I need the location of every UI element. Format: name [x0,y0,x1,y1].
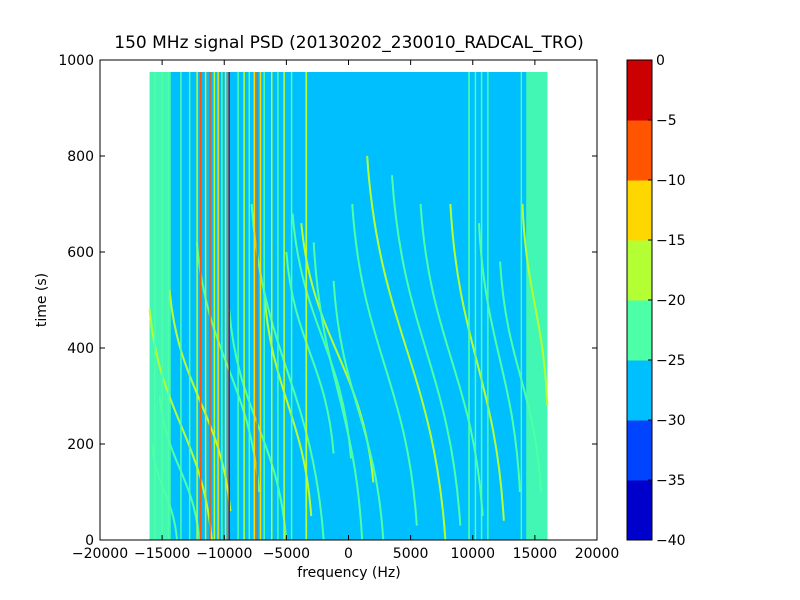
colorbar-segment [627,60,652,121]
colorbar-tick-label: −5 [656,113,677,129]
heatmap-signal-line [259,72,262,540]
heatmap-signal-line [277,72,279,540]
heatmap-signal-line [196,72,198,540]
x-tick-label: 0 [344,546,353,562]
y-tick-label: 800 [67,149,94,165]
heatmap-signal-line [213,72,216,540]
heatmap-signal-line [209,72,211,540]
y-tick-label: 200 [67,437,94,453]
heatmap-signal-line [256,72,258,540]
heatmap-signal-line [305,72,308,540]
heatmap-drift-track [499,261,543,493]
heatmap-drift-track [151,443,179,541]
x-tick-label: −20000 [72,546,128,562]
heatmap-signal-line [487,72,489,540]
heatmap-signal-line [253,72,256,540]
colorbar-segment [627,420,652,481]
heatmap-signal-line [480,72,483,540]
colorbar-tick-label: −30 [656,413,686,429]
colorbar-segment [627,480,652,541]
heatmap-signal-line [468,72,470,540]
heatmap-signal-line [283,72,285,540]
heatmap-edge-band [526,72,548,540]
chart-title: 150 MHz signal PSD (20130202_230010_RADC… [114,33,583,53]
x-tick-label: −5000 [263,546,310,562]
heatmap-signal-line [204,72,207,540]
y-tick-label: 0 [85,533,94,549]
colorbar-tick-label: 0 [656,53,665,69]
heatmap-signal-line [224,72,227,540]
x-tick-label: −10000 [196,546,252,562]
colorbar-segment [627,180,652,241]
heatmap-drift-track [332,280,385,541]
colorbar-segment [627,120,652,181]
x-tick-label: 10000 [450,546,495,562]
heatmap-signal-line [243,72,245,540]
x-tick-label: 20000 [575,546,620,562]
y-axis-label: time (s) [34,273,50,327]
heatmap-edge-band [149,72,171,540]
x-axis-label: frequency (Hz) [297,565,400,581]
y-tick-label: 400 [67,341,94,357]
heatmap-signal-line [237,72,239,540]
colorbar-tick-label: −20 [656,293,686,309]
heatmap-drift-track [366,155,447,541]
heatmap-signal-line [221,72,223,540]
colorbar-tick-label: −15 [656,233,686,249]
heatmap-signal-line [520,72,523,540]
colorbar-segment [627,360,652,421]
heatmap-signal-line [161,72,164,540]
heatmap-signal-line [270,72,273,540]
heatmap-drift-track [419,203,484,517]
colorbar-tick-label: −40 [656,533,686,549]
heatmap-drift-track [449,203,505,521]
colorbar-segment [627,300,652,361]
x-tick-label: 5000 [393,546,429,562]
heatmap-signal-line [153,72,156,540]
heatmap-signal-line [217,72,219,540]
heatmap-drift-track [291,213,352,459]
heatmap-drift-track [285,251,335,454]
heatmap-signal-line [290,72,293,540]
y-tick-label: 1000 [58,53,94,69]
heatmap-signal-line [263,72,265,540]
axes: −20000 −15000 −10000 −5000 0 5000 10000 15000 20… [58,53,619,562]
heatmap-signal-line [167,72,170,540]
y-tick-label: 600 [67,245,94,261]
heatmap-signal-line [188,72,191,540]
colorbar-tick-label: −10 [656,173,686,189]
heatmap-signal-line [199,72,202,540]
heatmap-drift-track [521,203,549,406]
x-tick-label: 15000 [513,546,558,562]
heatmap-drift-track [390,175,462,526]
heatmap-drift-track [263,290,313,517]
colorbar-tick-label: −35 [656,473,686,489]
heatmap-plot-area [148,72,549,541]
colorbar-segment [627,240,652,301]
heatmap-signal-line [228,72,230,540]
colorbar: −40 −35 −30 −25 −20 −15 −10 −5 0 [626,53,686,549]
heatmap-signal-line [474,72,477,540]
heatmap-signal-line [180,72,182,540]
heatmap-drift-track [312,242,364,541]
heatmap-drift-track [351,203,418,526]
heatmap-drift-track [477,223,521,493]
heatmap-signal-line [248,72,251,540]
colorbar-tick-label: −25 [656,353,686,369]
x-tick-label: −15000 [134,546,190,562]
